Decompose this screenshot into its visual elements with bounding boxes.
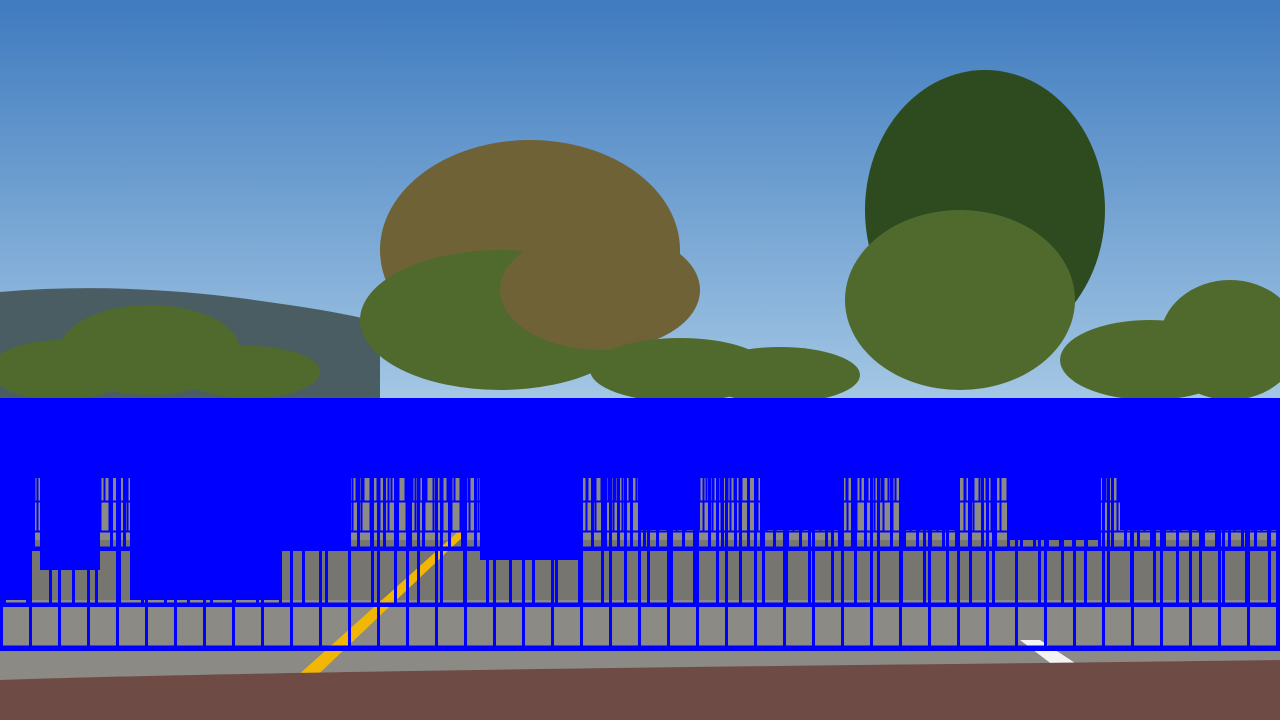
tree-cluster-left: [0, 305, 320, 400]
detection-box-cluster: [480, 470, 580, 560]
detection-box-cluster: [1010, 470, 1100, 540]
detection-box-cluster: [200, 470, 280, 580]
detection-box-cluster: [280, 470, 350, 550]
tree-cluster-right: [1060, 280, 1280, 400]
detection-box-cluster: [0, 470, 30, 600]
tree-center-large: [360, 140, 700, 390]
car-hood: [0, 660, 1280, 720]
detection-box-cluster: [900, 470, 960, 530]
detection-box-cluster: [760, 470, 840, 530]
detection-box-overlay: [0, 398, 1280, 651]
detection-box-cluster: [640, 470, 700, 530]
tree-line-middle: [590, 338, 860, 403]
detection-box-cluster: [1120, 470, 1280, 530]
detection-box-cluster: [40, 470, 100, 570]
tree-right-tall: [845, 70, 1105, 390]
